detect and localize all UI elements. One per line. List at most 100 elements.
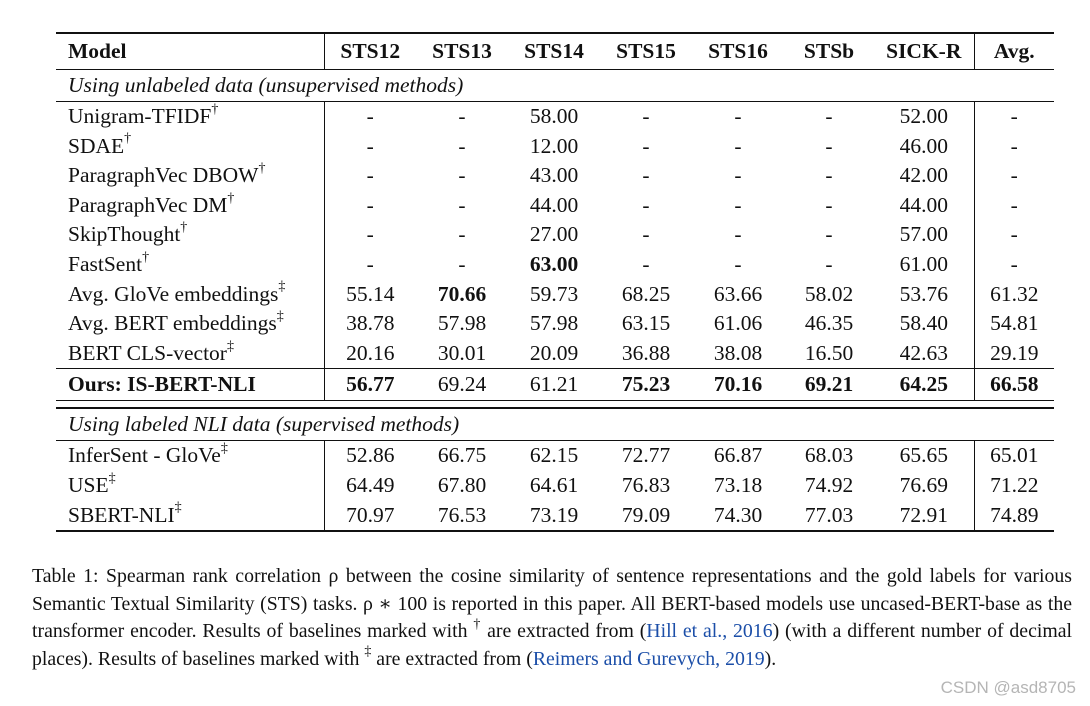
score-cell: 68.03 [804,443,854,468]
model-name: ParagraphVec DM [68,192,228,217]
score-cell: - [825,192,833,217]
score-cell: 52.00 [874,101,975,132]
score-cell: - [1010,163,1018,188]
section-title: Using labeled NLI data (supervised metho… [56,408,1054,442]
table-row: Avg. GloVe embeddings‡ 55.14 70.66 59.73 68.… [56,279,1054,310]
citation-reimers[interactable]: Reimers and Gurevych, 2019 [532,647,765,670]
score-cell: - [642,104,650,128]
score-cell: 64.25 [874,368,975,402]
score-cell: 16.50 [804,340,854,365]
score-cell: - [366,163,374,188]
model-name-cell: SkipThought† [56,220,325,250]
dagger-mark: † [473,616,482,632]
score-cell: 70.97 [324,500,416,533]
score-cell: 52.86 [346,443,395,468]
table-row: Avg. BERT embeddings‡ 38.78 57.98 57.98 63.1… [56,309,1054,339]
column-header: Model [56,32,325,70]
score-cell: 44.00 [529,192,579,217]
score-cell: 75.23 [600,368,692,402]
score-cell: 62.15 [529,443,579,468]
score-cell: 74.30 [692,500,784,533]
citation-mark: † [124,131,132,147]
score-cell: 76.69 [874,470,975,501]
model-name-cell: Ours: IS-BERT-NLI [56,368,325,402]
score-cell: 20.09 [529,340,579,365]
score-cell: 71.22 [990,472,1039,497]
score-cell: - [734,163,742,188]
table-row: SDAE† - - 12.00 - - - 46.00 - [56,131,1054,162]
score-cell: 30.01 [437,340,487,365]
score-cell: 58.00 [529,104,579,128]
column-header: STS15 [600,32,692,70]
model-name: Avg. GloVe embeddings [68,281,279,306]
score-cell: 57.98 [437,311,487,336]
score-cell: - [642,163,650,188]
model-name: SDAE [68,133,125,158]
model-name: SkipThought [68,222,181,247]
results-table-container: Model STS12 STS13 STS14 STS15 STS16 STSb SICK-R… [56,32,1054,533]
caption-text-5: ). [764,647,777,670]
score-cell: 43.00 [529,163,579,188]
score-cell: - [825,251,833,276]
model-name-cell: USE‡ [56,470,325,501]
column-header: STS13 [416,32,508,70]
score-cell: 65.01 [990,443,1039,468]
score-cell: - [734,104,742,128]
column-header: STSb [784,32,874,70]
score-cell: 65.65 [874,440,975,471]
score-cell: - [825,222,833,247]
citation-mark: ‡ [220,441,228,457]
score-cell: 44.00 [874,190,975,221]
score-cell: - [1010,222,1018,247]
table-row: ParagraphVec DM† - - 44.00 - - - 44.00 - [56,190,1054,221]
model-name: SBERT-NLI [68,502,175,527]
model-name-cell: BERT CLS-vector‡ [56,338,325,369]
section-row: Using labeled NLI data (supervised metho… [56,408,1054,442]
score-cell: 38.78 [346,311,395,336]
score-cell: 63.00 [529,251,579,276]
score-cell: 70.16 [692,368,784,402]
citation-mark: † [180,220,188,236]
score-cell: 55.14 [346,281,395,306]
score-cell: - [642,192,650,217]
column-header: SICK-R [874,32,975,70]
results-table: Model STS12 STS13 STS14 STS15 STS16 STSb SICK-R… [56,32,1054,533]
score-cell: - [734,192,742,217]
score-cell: 42.63 [874,338,975,369]
model-name-cell: ParagraphVec DM† [56,190,325,221]
score-cell: 73.19 [508,500,600,533]
model-name-cell: FastSent† [56,249,325,280]
score-cell: - [366,133,374,158]
score-cell: 61.21 [508,368,600,402]
table-row: ParagraphVec DBOW† - - 43.00 - - - 42.00 - [56,161,1054,191]
citation-hill[interactable]: Hill et al., 2016 [646,620,773,643]
score-cell: - [642,251,650,276]
score-cell: 29.19 [990,340,1039,365]
score-cell: 79.09 [600,500,692,533]
score-cell: - [734,222,742,247]
model-name: BERT CLS-vector [68,340,227,365]
score-cell: 66.58 [974,368,1054,402]
score-cell: - [1010,104,1018,128]
score-cell: - [642,222,650,247]
score-cell: 58.02 [804,281,854,306]
score-cell: 76.83 [621,472,671,497]
score-cell: 68.25 [621,281,671,306]
column-header: STS14 [508,32,600,70]
score-cell: - [458,163,466,188]
score-cell: 74.89 [974,500,1054,533]
score-cell: 46.35 [804,311,854,336]
score-cell: - [458,104,466,128]
score-cell: - [734,251,742,276]
table-row: Ours: IS-BERT-NLI 56.77 69.24 61.21 75.23 70.… [56,368,1054,402]
caption-text-1: Table 1: Spearman rank correlation ρ bet… [32,565,1072,643]
column-header: STS16 [692,32,784,70]
score-cell: 66.87 [713,443,763,468]
score-cell: - [458,133,466,158]
caption-text-4: are extracted from ( [371,647,533,670]
table-row: BERT CLS-vector‡ 20.16 30.01 20.09 36.88 38.0… [56,338,1054,369]
score-cell: - [366,222,374,247]
score-cell: - [825,163,833,188]
column-header: STS12 [324,32,416,70]
score-cell: 74.92 [804,472,854,497]
